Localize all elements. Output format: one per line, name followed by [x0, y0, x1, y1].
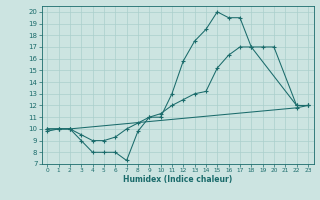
X-axis label: Humidex (Indice chaleur): Humidex (Indice chaleur): [123, 175, 232, 184]
